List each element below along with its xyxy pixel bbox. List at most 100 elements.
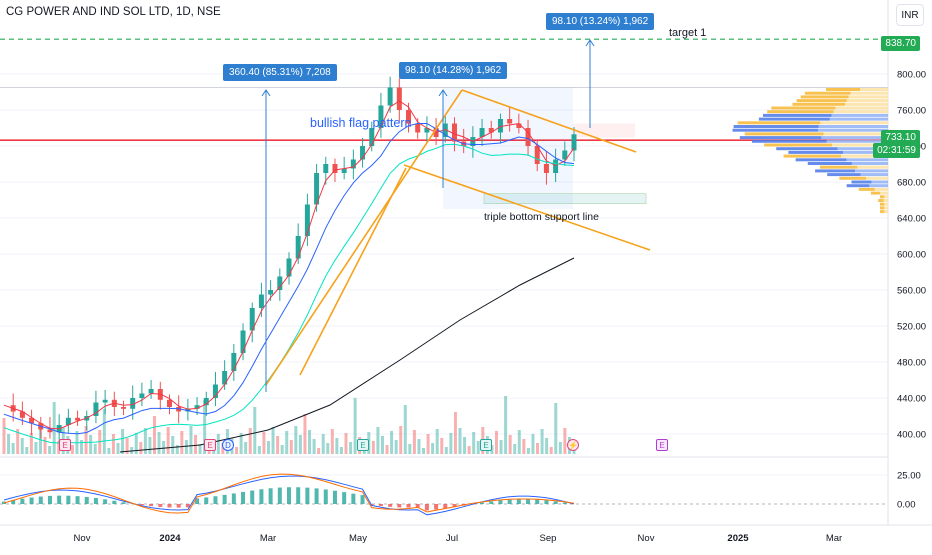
volume-bar xyxy=(408,444,411,454)
volume-bar xyxy=(180,431,183,454)
currency-button[interactable]: INR xyxy=(896,4,924,26)
volume-bar xyxy=(326,443,329,454)
countdown-tag: 02:31:59 xyxy=(873,143,920,158)
volume-bar xyxy=(189,426,192,454)
volume-bar xyxy=(217,434,220,454)
macd-histogram-bar xyxy=(397,504,401,507)
volume-profile-bar xyxy=(884,210,888,213)
volume-bar xyxy=(25,447,28,454)
volume-bar xyxy=(550,447,553,454)
volume-profile-bar xyxy=(884,195,888,198)
candle-body xyxy=(369,128,374,146)
volume-bar xyxy=(527,448,530,454)
x-tick-label: Sep xyxy=(540,533,557,544)
earnings-icon[interactable]: E xyxy=(59,439,71,451)
measure-callout-top[interactable]: 98.10 (13.24%) 1,962 xyxy=(546,13,654,30)
volume-bar xyxy=(454,412,457,454)
candle-body xyxy=(231,353,236,371)
macd-histogram-bar xyxy=(30,498,34,504)
macd-histogram-bar xyxy=(122,502,126,504)
volume-bar xyxy=(322,434,325,454)
volume-bar xyxy=(335,438,338,454)
measure-callout-left[interactable]: 360.40 (85.31%) 7,208 xyxy=(223,64,337,81)
macd-histogram-bar xyxy=(223,495,227,504)
volume-bar xyxy=(531,434,534,454)
macd-histogram-bar xyxy=(94,498,98,504)
pattern-label[interactable]: bullish flag pattern xyxy=(310,116,411,130)
candle-body xyxy=(572,134,577,150)
y-tick-label: 680.00 xyxy=(897,178,926,189)
target-label[interactable]: target 1 xyxy=(669,27,706,39)
volume-profile-bar xyxy=(820,121,888,124)
volume-profile-bar xyxy=(852,162,888,165)
volume-profile-bar xyxy=(872,181,888,184)
volume-profile-bar xyxy=(851,92,888,95)
macd-histogram-bar xyxy=(278,488,282,504)
split-icon[interactable]: ⚡ xyxy=(567,439,579,451)
resistance-box xyxy=(573,124,635,138)
macd-histogram-bar xyxy=(103,499,107,504)
measure-callout-mid[interactable]: 98.10 (14.28%) 1,962 xyxy=(399,62,507,79)
volume-bar xyxy=(244,442,247,454)
volume-profile-bar xyxy=(764,144,832,147)
candle-body xyxy=(415,124,420,133)
volume-bar xyxy=(121,429,124,454)
candle-body xyxy=(268,290,273,295)
volume-bar xyxy=(34,442,37,454)
macd-histogram-bar xyxy=(305,488,309,504)
macd-histogram-bar xyxy=(39,497,43,504)
volume-bar xyxy=(545,438,548,454)
earnings-icon[interactable]: E xyxy=(480,439,492,451)
volume-profile-bar xyxy=(738,121,821,124)
macd-histogram-bar xyxy=(434,504,438,510)
macd-histogram-bar xyxy=(498,500,502,504)
dividend-icon[interactable]: D xyxy=(222,439,234,451)
x-tick-label: May xyxy=(349,533,367,544)
volume-profile-bar xyxy=(875,188,888,191)
support-label[interactable]: triple bottom support line xyxy=(484,211,599,223)
volume-profile-bar xyxy=(830,118,888,121)
volume-bar xyxy=(194,435,197,454)
volume-bar xyxy=(372,441,375,454)
symbol-title[interactable]: CG POWER AND IND SOL LTD, 1D, NSE xyxy=(6,6,221,18)
volume-bar xyxy=(431,443,434,454)
volume-profile-bar xyxy=(832,114,888,117)
volume-bar xyxy=(449,433,452,454)
volume-profile-bar xyxy=(859,188,875,191)
earnings-icon[interactable]: E xyxy=(357,439,369,451)
volume-bar xyxy=(504,396,507,454)
candle-body xyxy=(305,205,310,237)
earnings-icon[interactable]: E xyxy=(204,439,216,451)
candle-body xyxy=(241,331,246,354)
volume-bar xyxy=(536,443,539,454)
macd-histogram-bar xyxy=(517,499,521,504)
macd-histogram-bar xyxy=(85,497,89,504)
volume-profile-bar xyxy=(819,125,888,128)
volume-bar xyxy=(7,434,10,454)
volume-bar xyxy=(303,414,306,454)
volume-bar xyxy=(495,431,498,454)
x-tick-label: Mar xyxy=(826,533,842,544)
macd-histogram-bar xyxy=(361,495,365,504)
volume-bar xyxy=(272,427,275,454)
volume-bar xyxy=(390,431,393,454)
volume-bar xyxy=(167,427,170,454)
earnings-icon[interactable]: E xyxy=(656,439,668,451)
flagpole-upper-line xyxy=(266,90,462,385)
macd-histogram-bar xyxy=(149,504,153,506)
macd-histogram-bar xyxy=(76,496,80,504)
volume-bar xyxy=(445,447,448,454)
volume-profile-bar xyxy=(733,129,819,132)
macd-histogram-bar xyxy=(112,501,116,504)
volume-bar xyxy=(417,439,420,454)
volume-bar xyxy=(331,429,334,454)
target-price-tag: 838.70 xyxy=(881,36,920,51)
volume-bar xyxy=(541,429,544,454)
macd-histogram-bar xyxy=(324,489,328,504)
volume-profile-bar xyxy=(805,92,851,95)
volume-bar xyxy=(317,448,320,454)
candle-body xyxy=(397,88,402,111)
volume-profile-bar xyxy=(740,136,821,139)
